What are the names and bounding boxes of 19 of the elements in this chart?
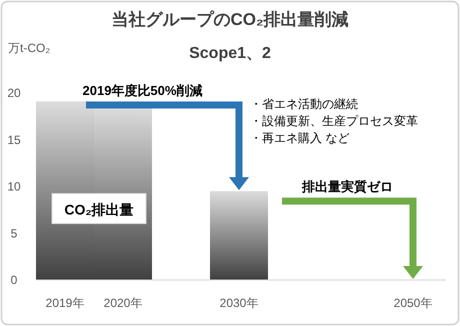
- chart-title: 当社グループのCO₂排出量削減: [111, 10, 349, 29]
- bar: [210, 191, 268, 280]
- annotation: CO₂排出量: [64, 202, 134, 218]
- y-axis-title: 万t-CO₂: [8, 41, 50, 55]
- annotation: ・再エネ購入 など: [250, 131, 350, 145]
- y-tick-label: 15: [7, 132, 21, 147]
- x-tick-label: 2019年: [46, 296, 84, 310]
- x-tick-label: 2030年: [220, 296, 258, 310]
- x-tick-label: 2050年: [394, 296, 432, 310]
- annotation: 排出量実質ゼロ: [301, 179, 393, 194]
- annotation: ・省エネ活動の継続: [250, 97, 358, 111]
- y-tick-label: 20: [7, 86, 21, 100]
- y-tick-label: 10: [7, 180, 21, 194]
- y-tick-label: 0: [10, 273, 18, 287]
- chart-subtitle: Scope1、2: [189, 45, 272, 62]
- annotation: 2019年度比50%削減: [82, 83, 202, 98]
- x-tick-label: 2020年: [104, 296, 142, 310]
- y-tick-label: 5: [10, 226, 18, 240]
- annotation: ・設備更新、生産プロセス変革: [250, 114, 418, 128]
